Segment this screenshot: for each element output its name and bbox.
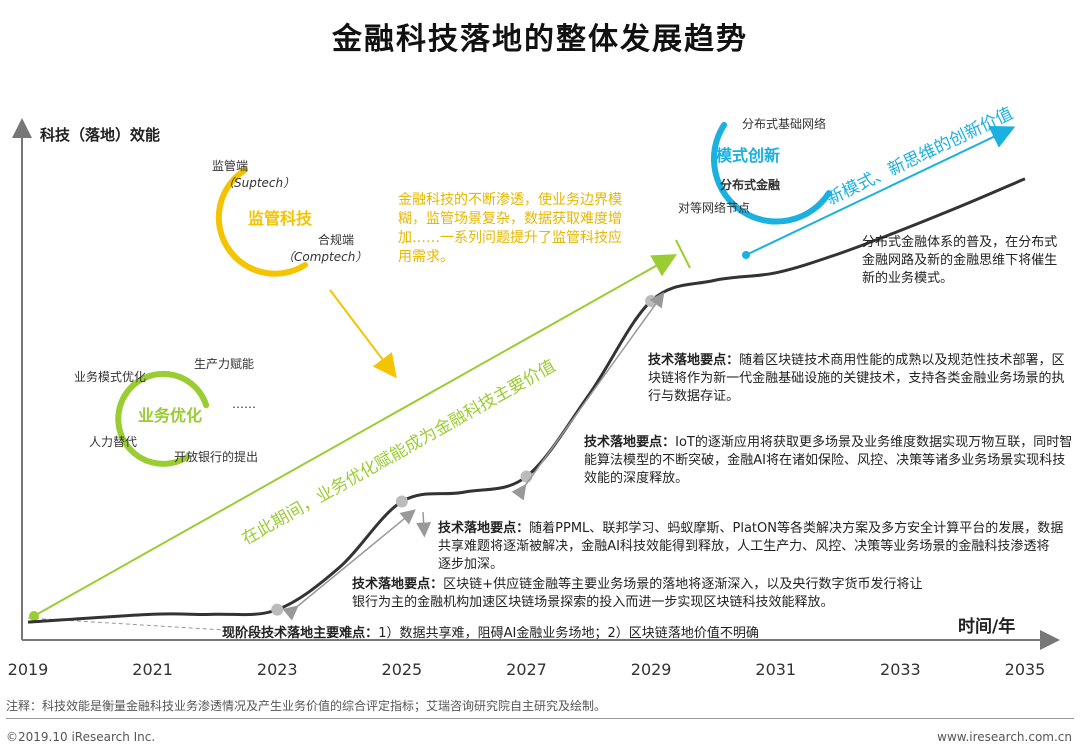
yellow-note-arrow: [329, 289, 397, 379]
circle-business-optimization: 业务优化 业务模式优化 生产力赋能 …… 人力替代 开放银行的提出: [74, 357, 258, 467]
x-axis-label: 时间/年: [958, 616, 1015, 637]
milestone-2025: [395, 495, 408, 508]
footnote: 注释：科技效能是衡量金融科技业务渗透情况及产生业务价值的综合评定指标；艾瑞咨询研…: [6, 699, 607, 713]
x-tick-2035: 2035: [1005, 660, 1046, 679]
y-axis-label: 科技（落地）效能: [40, 126, 160, 144]
annotation-2023: 技术落地要点：区块链+供应链金融等主要业务场景的落地将逐渐深入，以及央行数字货币…: [352, 576, 923, 610]
page-title: 金融科技落地的整体发展趋势: [332, 22, 748, 57]
dark-note: 分布式金融体系的普及，在分布式金融网路及新的金融思维下将催生新的业务模式。: [862, 234, 1057, 286]
svg-text:生产力赋能: 生产力赋能: [194, 357, 254, 371]
svg-text:分布式金融: 分布式金融: [720, 177, 780, 192]
svg-text:人力替代: 人力替代: [89, 435, 137, 449]
svg-text:分布式基础网络: 分布式基础网络: [742, 116, 826, 131]
x-tick-2031: 2031: [755, 660, 796, 679]
segment-arrow-2: [416, 511, 432, 538]
annotation-2025: 技术落地要点：随着PPML、联邦学习、蚂蚁摩斯、PlatON等各类解决方案及多方…: [438, 520, 1063, 572]
blue-start-dot: [742, 251, 750, 259]
footer-rule-top: [6, 718, 1074, 719]
circle-business-title: 业务优化: [138, 406, 202, 425]
website: www.iresearch.com.cn: [937, 730, 1072, 744]
circle-model-innovation: 模式创新 分布式基础网络 分布式金融 对等网络节点: [678, 116, 832, 225]
blue-trend-arrow: [745, 126, 1016, 256]
x-tick-labels: 2019 2021 2023 2025 2027 2029 2031 2033 2035: [8, 660, 1046, 679]
x-tick-2023: 2023: [257, 660, 298, 679]
copyright: ©2019.10 iResearch Inc.: [6, 730, 156, 744]
svg-text:……: ……: [232, 397, 256, 411]
yellow-note: 金融科技的不断渗透，使业务边界模糊，监管场景复杂，数据获取难度增加……一系列问题…: [398, 191, 622, 265]
x-tick-2025: 2025: [382, 660, 423, 679]
segment-arrow-1: [282, 509, 416, 621]
annotation-current-difficulty: 现阶段技术落地主要难点：1）数据共享难，阻碍AI金融业务场地；2）区块链落地价值…: [222, 625, 759, 641]
green-end-tick: [675, 239, 691, 269]
milestone-2023: [271, 603, 284, 616]
x-tick-2021: 2021: [132, 660, 173, 679]
svg-text:合规端: 合规端: [318, 232, 354, 247]
annotation-2029: 技术落地要点：随着区块链技术商用性能的成熟以及规范性技术部署，区块链将作为新一代…: [648, 352, 1065, 404]
svg-text:对等网络节点: 对等网络节点: [678, 200, 750, 215]
annotation-2027: 技术落地要点：IoT的逐渐应用将获取更多场景及业务维度数据实现万物互联，同时智能…: [584, 434, 1072, 486]
x-tick-2029: 2029: [631, 660, 672, 679]
x-tick-2033: 2033: [880, 660, 921, 679]
svg-text:（Suptech）: （Suptech）: [222, 176, 295, 190]
circle-regtech: 监管科技 监管端 （Suptech） 合规端 （Comptech）: [212, 158, 367, 277]
milestone-2027: [520, 470, 533, 483]
segment-arrow-3: [511, 291, 665, 501]
svg-text:开放银行的提出: 开放银行的提出: [174, 449, 258, 464]
x-tick-2019: 2019: [8, 660, 49, 679]
svg-text:（Comptech）: （Comptech）: [282, 250, 367, 264]
circle-regtech-title: 监管科技: [248, 209, 313, 228]
circle-innovation-title: 模式创新: [716, 146, 780, 165]
green-start-dot: [29, 611, 39, 621]
svg-text:业务模式优化: 业务模式优化: [74, 369, 146, 384]
svg-text:监管端: 监管端: [212, 158, 248, 173]
x-tick-2027: 2027: [506, 660, 547, 679]
